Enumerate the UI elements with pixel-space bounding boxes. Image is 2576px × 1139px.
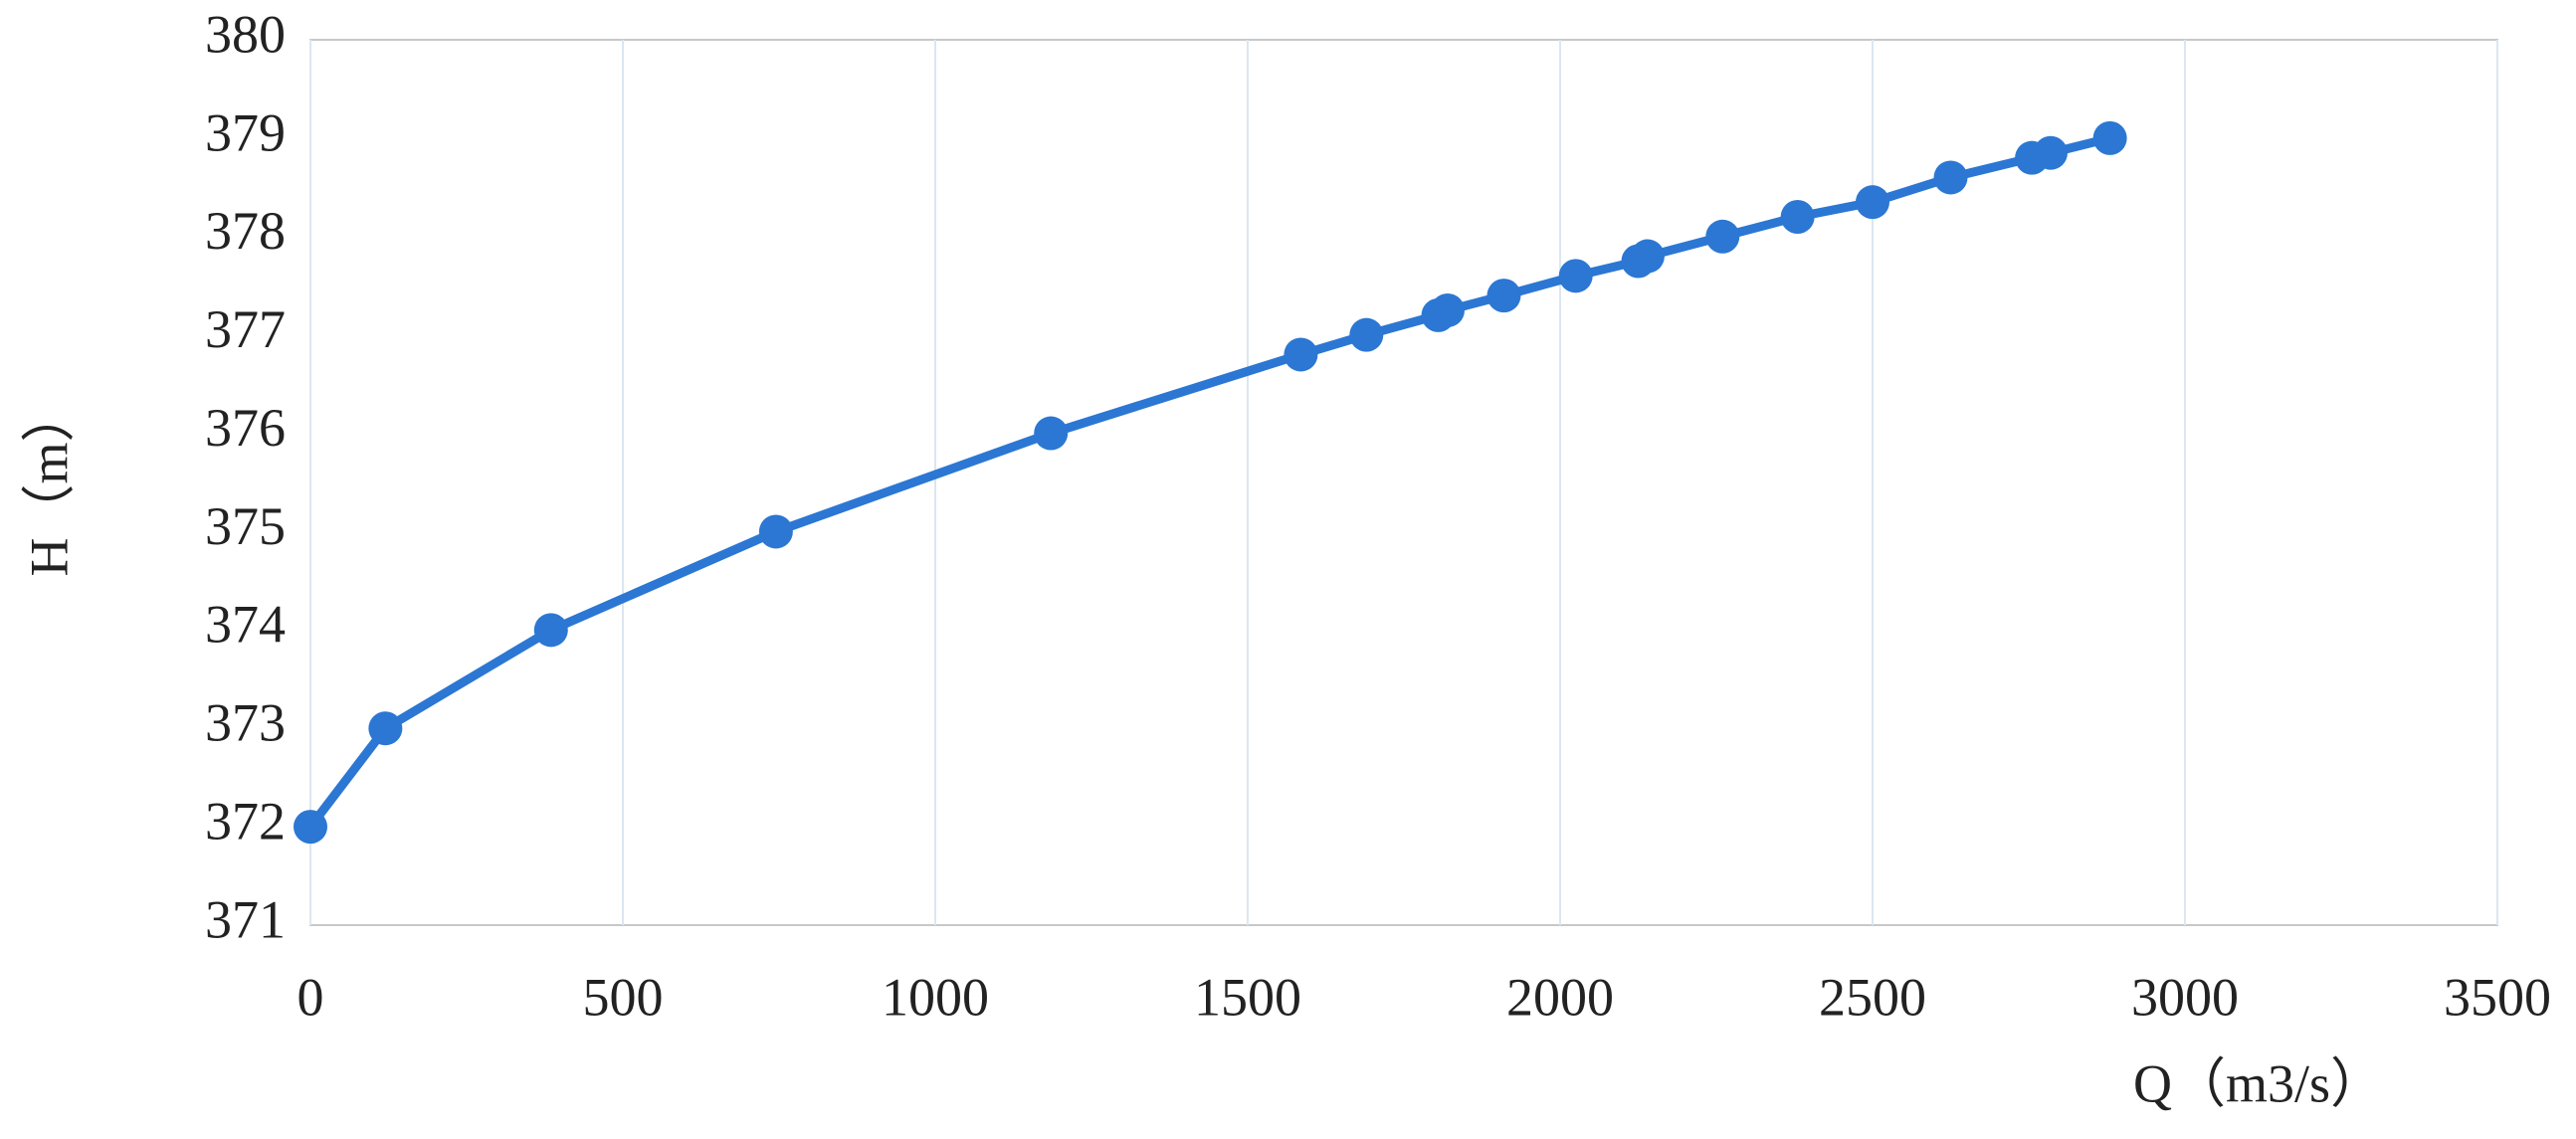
point: [1486, 279, 1521, 313]
x-tick-label: 500: [583, 967, 664, 1027]
x-tick-label: 0: [297, 967, 324, 1027]
x-axis-label: Q（m3/s）: [2133, 1053, 2384, 1113]
point: [1856, 185, 1889, 220]
plot-frame: [309, 39, 2498, 926]
x-tick-label: 3000: [2131, 967, 2239, 1027]
point: [1034, 416, 1069, 451]
y-axis-label: H（m）: [19, 389, 79, 577]
point: [368, 711, 403, 746]
x-tick-label: 2000: [1506, 967, 1614, 1027]
y-tick-label: 374: [205, 595, 286, 655]
y-tick-label: 372: [205, 792, 286, 852]
line: [306, 133, 2111, 830]
point: [2092, 120, 2127, 155]
point: [1933, 160, 1968, 195]
y-tick-label: 373: [205, 693, 286, 753]
point: [1558, 259, 1593, 293]
x-tick-label: 2500: [1819, 967, 1926, 1027]
point: [1284, 337, 1318, 372]
point: [533, 613, 568, 648]
x-tick-label: 1500: [1194, 967, 1301, 1027]
point: [1349, 317, 1384, 352]
y-tick-label: 378: [205, 201, 286, 261]
point: [758, 514, 793, 549]
y-tick-label: 375: [205, 496, 286, 556]
point: [1430, 292, 1465, 327]
x-tick-label: 3500: [2444, 967, 2551, 1027]
y-tick-label: 380: [205, 4, 286, 64]
y-tick-label: 376: [205, 398, 286, 458]
point: [2033, 135, 2068, 170]
point: [294, 810, 327, 845]
point: [1705, 219, 1740, 254]
y-tick-label: 379: [205, 102, 286, 162]
point: [1780, 200, 1815, 234]
y-tick-label: 377: [205, 299, 286, 359]
x-tick-label: 1000: [882, 967, 989, 1027]
point: [1630, 239, 1665, 274]
y-tick-label: 371: [205, 889, 286, 949]
